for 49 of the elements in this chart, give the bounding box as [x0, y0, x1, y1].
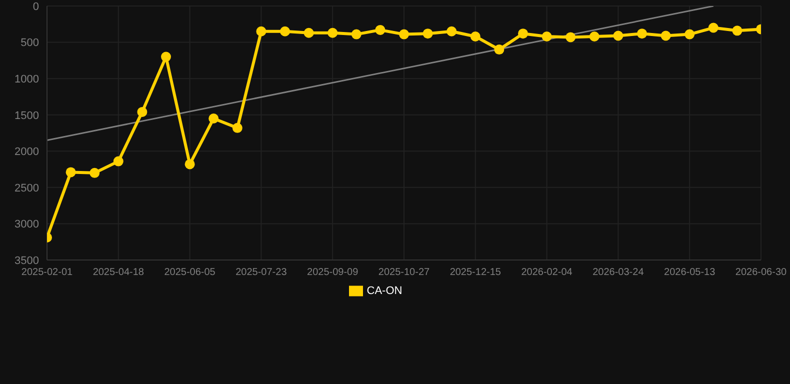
x-tick-label: 2025-07-23 — [236, 267, 288, 278]
point — [66, 167, 76, 178]
point — [90, 168, 100, 178]
point — [256, 26, 266, 36]
point — [399, 29, 409, 40]
point — [351, 29, 362, 40]
point — [684, 29, 695, 40]
y-tick-label: 2500 — [14, 182, 39, 194]
x-tick-label: 2025-02-01 — [21, 267, 74, 278]
y-tick-label: 0 — [32, 0, 39, 13]
y-tick-label: 500 — [20, 37, 39, 50]
y-tick-label: 2000 — [14, 146, 39, 158]
point — [137, 106, 148, 117]
point — [708, 22, 718, 33]
point — [613, 30, 624, 41]
y-tick-label: 1000 — [14, 73, 39, 86]
point — [470, 31, 480, 42]
point — [328, 28, 338, 38]
point — [494, 44, 504, 55]
x-tick-label: 2026-02-04 — [521, 267, 573, 278]
x-tick-label: 2025-10-27 — [378, 267, 430, 278]
point — [542, 31, 552, 42]
point — [660, 30, 671, 41]
x-tick-label: 2025-09-09 — [307, 267, 359, 278]
point — [304, 28, 314, 38]
point — [518, 28, 528, 39]
x-tick-label: 2025-06-05 — [164, 267, 216, 278]
x-tick-label: 2026-03-24 — [592, 267, 644, 278]
x-tick-label: 2026-06-30 — [735, 267, 788, 278]
point — [566, 32, 576, 42]
point — [589, 31, 600, 42]
point — [113, 156, 124, 166]
y-tick-label: 1500 — [14, 110, 39, 122]
y-tick-label: 3500 — [14, 254, 39, 267]
point — [375, 24, 386, 35]
legend-label: CA-ON — [366, 284, 402, 297]
point — [422, 28, 433, 39]
x-tick-label: 2026-05-13 — [664, 267, 716, 278]
x-tick-label: 2025-12-15 — [450, 267, 502, 278]
point — [732, 26, 742, 36]
x-tick-label: 2025-04-18 — [92, 267, 144, 278]
y-tick-label: 3000 — [14, 218, 39, 231]
point — [280, 26, 290, 36]
point — [446, 26, 457, 36]
point — [208, 113, 219, 124]
point — [232, 122, 242, 133]
point — [161, 52, 171, 62]
point — [184, 159, 195, 170]
point — [637, 28, 647, 39]
